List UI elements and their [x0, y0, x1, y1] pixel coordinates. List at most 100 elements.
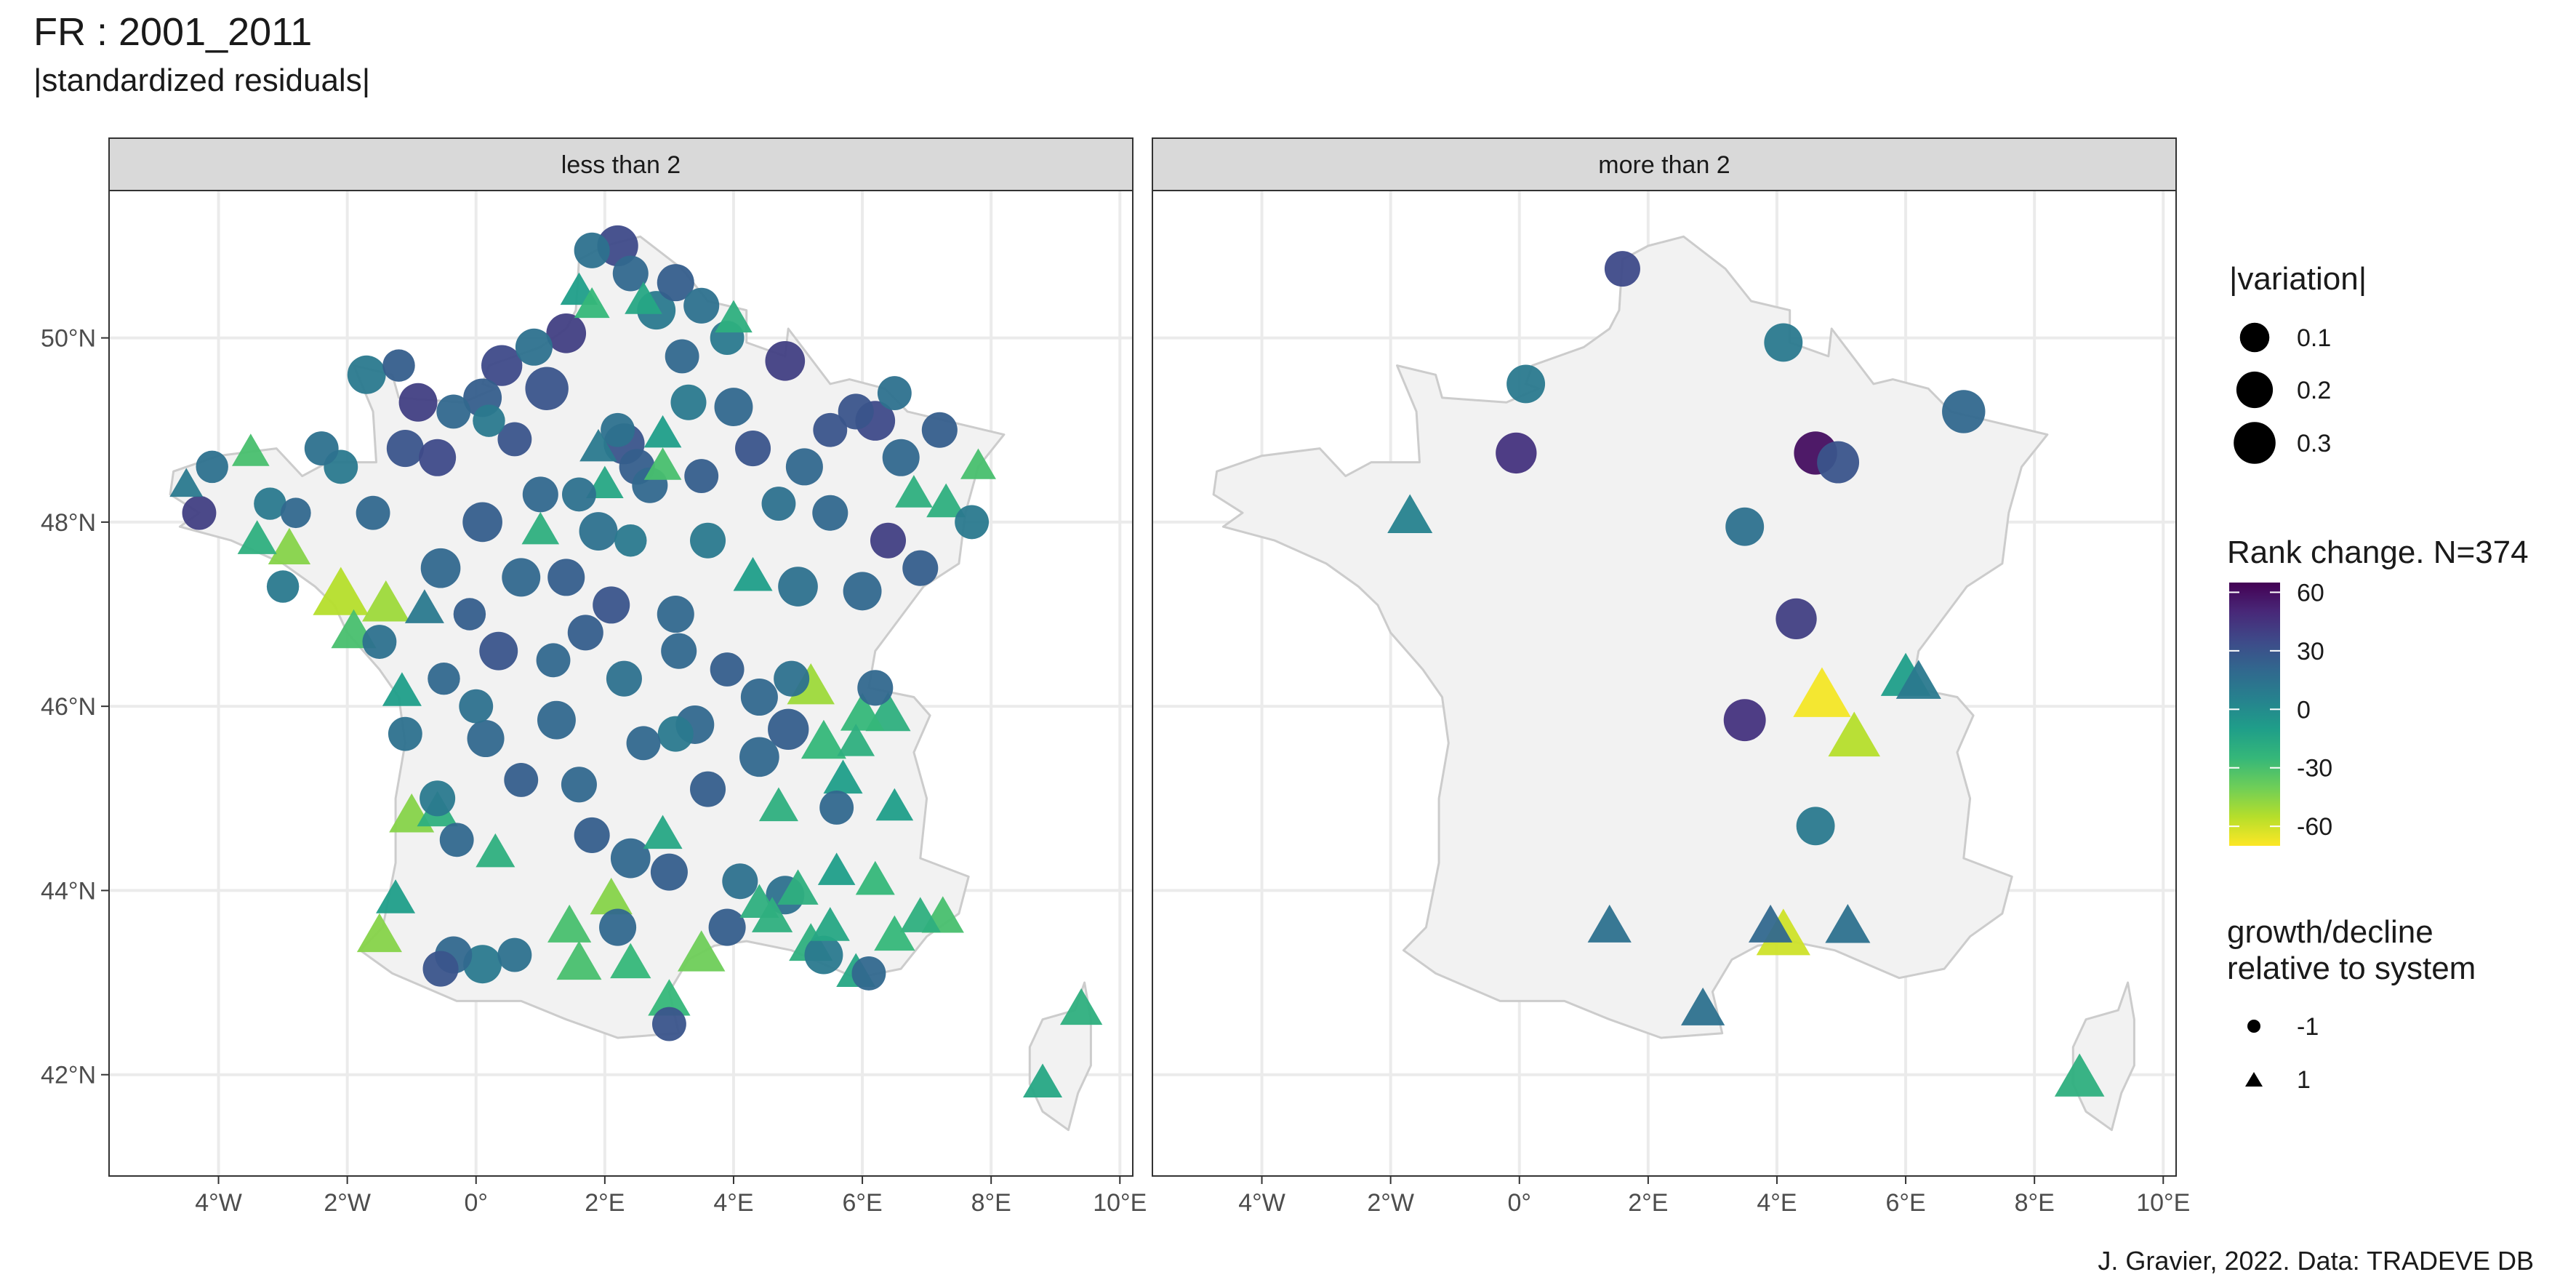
city-marker-circle — [1496, 432, 1537, 474]
city-marker-triangle — [521, 511, 560, 545]
color-bar-ticks — [2229, 591, 2280, 828]
city-marker-triangle — [169, 468, 204, 497]
city-marker-circle — [614, 524, 647, 557]
city-marker-circle — [463, 945, 502, 984]
color-tick-label-30: 30 — [2297, 638, 2324, 665]
x-tick-label-6e: 6°E — [842, 1189, 882, 1217]
city-marker-circle — [843, 572, 882, 611]
city-marker-circle — [515, 328, 553, 366]
city-marker-triangle — [817, 852, 856, 885]
panel-border — [1152, 190, 2177, 1177]
city-marker-circle — [601, 412, 635, 447]
city-marker-circle — [599, 908, 637, 946]
city-marker-triangle — [810, 907, 850, 941]
x-tick-label-8e: 8°E — [971, 1189, 1011, 1217]
city-marker-circle — [481, 345, 523, 386]
y-tick-label-46n: 46°N — [41, 693, 96, 721]
city-marker-triangle — [231, 433, 270, 466]
city-marker-triangle — [1387, 494, 1433, 533]
city-marker-circle — [877, 376, 912, 411]
x-tick-label-10e: 10°E — [1093, 1189, 1147, 1217]
city-marker-triangle — [801, 719, 846, 759]
city-marker-triangle — [643, 447, 682, 480]
city-marker-circle — [419, 439, 457, 476]
city-marker-triangle — [625, 281, 662, 314]
shape-key-triangle — [2245, 1072, 2263, 1087]
x-tick-label-8e: 8°E — [2015, 1189, 2055, 1217]
city-marker-triangle — [733, 556, 773, 591]
city-marker-circle — [739, 737, 779, 777]
city-marker-circle — [462, 502, 502, 543]
city-marker-circle — [921, 412, 958, 448]
city-marker-circle — [428, 662, 460, 695]
city-marker-circle — [356, 495, 390, 530]
legend: |variation| 0.1 0.2 0.3 Rank change. N=3… — [2227, 261, 2529, 1094]
city-marker-triangle — [874, 915, 915, 951]
city-marker-triangle — [837, 724, 875, 756]
city-marker-triangle — [643, 815, 683, 849]
city-marker-triangle — [356, 913, 402, 953]
x-tick-label-4e: 4°E — [713, 1189, 753, 1217]
strip-label-more-than-2: more than 2 — [1598, 151, 1730, 179]
city-marker-triangle — [823, 759, 863, 794]
city-marker-circle — [1764, 323, 1803, 362]
city-marker-triangle — [404, 589, 444, 623]
city-marker-triangle — [875, 788, 914, 821]
city-marker-circle — [626, 726, 661, 761]
color-tick-label-0: 0 — [2297, 696, 2311, 724]
city-marker-triangle — [1681, 987, 1725, 1025]
city-marker-circle — [453, 598, 486, 631]
city-marker-circle — [690, 522, 726, 559]
city-marker-circle — [420, 548, 461, 588]
x-tick-label-2w: 2°W — [324, 1189, 371, 1217]
city-marker-circle — [473, 404, 505, 437]
y-tick-label-48n: 48°N — [41, 509, 96, 537]
city-marker-triangle — [574, 287, 610, 319]
city-marker-triangle — [547, 904, 592, 943]
city-marker-circle — [657, 716, 694, 752]
x-tick-label-2e: 2°E — [585, 1189, 625, 1217]
strip-more-than-2 — [1152, 137, 2177, 191]
city-marker-circle — [537, 700, 576, 740]
city-marker-circle — [851, 956, 886, 991]
city-marker-circle — [768, 708, 809, 750]
city-marker-triangle — [2054, 1053, 2105, 1097]
city-marker-triangle — [643, 415, 682, 448]
city-marker-circle — [182, 495, 217, 530]
city-marker-circle — [882, 439, 920, 476]
city-marker-triangle — [1748, 904, 1793, 943]
city-marker-triangle — [926, 483, 966, 518]
city-marker-circle — [735, 431, 771, 467]
color-bar — [2229, 583, 2280, 846]
city-marker-triangle — [376, 879, 416, 913]
city-marker-circle — [765, 340, 806, 381]
city-marker-circle — [1817, 441, 1860, 484]
city-marker-triangle — [1587, 904, 1632, 943]
city-marker-circle — [502, 558, 541, 597]
size-key-label-0-2: 0.2 — [2297, 377, 2331, 404]
city-marker-circle — [661, 633, 697, 669]
city-marker-circle — [774, 660, 810, 697]
city-marker-circle — [683, 287, 720, 324]
city-marker-circle — [857, 670, 894, 706]
city-marker-triangle — [590, 877, 633, 915]
city-marker-circle — [382, 349, 415, 382]
source-caption: J. Gravier, 2022. Data: TRADEVE DB — [2098, 1246, 2534, 1276]
city-marker-circle — [651, 1007, 686, 1041]
city-marker-triangle — [1023, 1063, 1063, 1098]
city-marker-circle — [813, 412, 848, 447]
city-marker-circle — [1604, 251, 1640, 287]
y-tick-label-50n: 50°N — [41, 325, 96, 353]
city-marker-triangle — [362, 580, 410, 622]
city-marker-triangle — [840, 692, 885, 731]
city-marker-circle — [870, 522, 907, 559]
city-marker-circle — [546, 313, 587, 353]
city-marker-circle — [690, 771, 726, 807]
city-marker-triangle — [899, 897, 941, 932]
chart-title: FR : 2001_2011 — [33, 10, 313, 54]
x-tick-label-10e: 10°E — [2136, 1189, 2190, 1217]
shape-key-circle — [2247, 1020, 2260, 1033]
city-marker-circle — [710, 652, 745, 687]
city-marker-triangle — [648, 979, 691, 1016]
x-axis-panel-2: 4°W 2°W 0° 2°E 4°E 6°E 8°E 10°E — [1238, 1189, 2190, 1217]
